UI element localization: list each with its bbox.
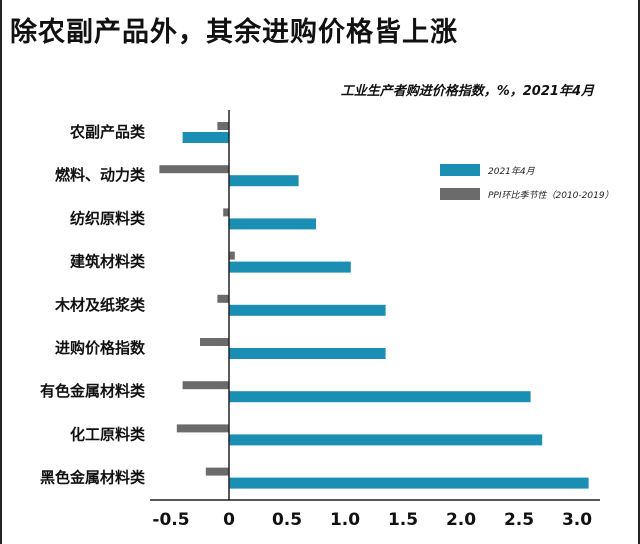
bar-seasonal [217,294,229,303]
category-label: 纺织原料类 [70,209,146,227]
x-tick-label: 1.5 [388,510,418,530]
x-tick-label: 3.0 [562,510,592,530]
bar-current [229,304,386,316]
bar-current [229,477,589,489]
category-label: 燃料、动力类 [55,166,146,184]
x-tick-label: 2.5 [504,510,534,530]
legend-label: 2021年4月 [488,166,536,177]
x-tick-label: 1.0 [330,510,360,530]
category-label: 农副产品类 [69,123,146,141]
bar-current [229,348,386,359]
legend-label: PPI环比季节性（2010-2019） [488,190,614,201]
x-tick-label: -0.5 [152,510,189,530]
bar-seasonal [182,381,229,390]
bar-seasonal [159,165,229,174]
bar-current [229,175,299,187]
bar-seasonal [205,467,229,476]
bar-seasonal [217,122,229,130]
bar-seasonal [229,251,235,260]
x-tick-label: 0.5 [272,510,302,530]
legend-swatch [440,164,480,176]
category-label: 木材及纸浆类 [54,296,146,314]
bar-current [229,391,531,403]
chart-title: 除农副产品外，其余进购价格皆上涨 [10,17,458,48]
legend-swatch [440,188,480,200]
category-label: 有色金属材料类 [40,382,146,400]
bar-seasonal [200,338,229,346]
bar-current [229,218,316,230]
x-tick-label: 2.0 [446,510,476,530]
category-label: 进购价格指数 [55,339,146,357]
x-tick-label: 0 [223,510,235,530]
bar-current [229,434,543,446]
category-label: 化工原料类 [70,425,146,443]
chart-subtitle: 工业生产者购进价格指数，%，2021年4月 [340,84,594,99]
legend: 2021年4月 PPI环比季节性（2010-2019） [440,164,614,201]
bar-current [182,132,229,143]
category-label: 黑色金属材料类 [40,469,146,487]
bar-seasonal [176,424,229,433]
bar-seasonal [223,208,229,217]
category-label: 建筑材料类 [70,253,146,271]
bar-current [229,261,351,273]
